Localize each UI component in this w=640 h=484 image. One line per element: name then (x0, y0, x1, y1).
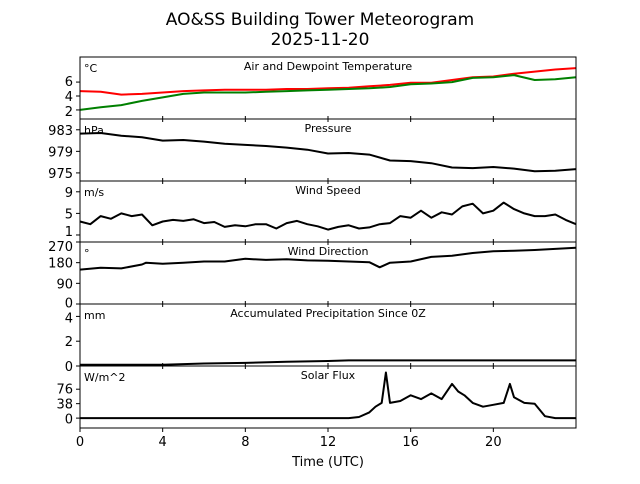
x-tick-label: 16 (402, 435, 419, 450)
x-tick-label: 0 (76, 435, 84, 450)
series-line-wind-direction (79, 246, 577, 271)
y-tick-label: 979 (48, 145, 73, 160)
chart-title-line2: 2025-11-20 (271, 30, 370, 50)
y-tick-label: 983 (48, 124, 73, 139)
y-tick-label: 4 (65, 90, 73, 105)
panel-3: 0 90 180 270 Wind Direction ° (48, 239, 577, 312)
x-tick-label: 8 (241, 435, 249, 450)
panel-4: 0 2 4 Accumulated Precipitation Since 0Z mm (65, 301, 577, 375)
panel-title: Wind Speed (295, 184, 361, 197)
panel-title: Accumulated Precipitation Since 0Z (230, 307, 426, 320)
y-tick-label: 2 (65, 105, 73, 120)
x-tick-label: 12 (320, 435, 337, 450)
x-tick-label: 20 (485, 435, 502, 450)
y-tick-label: 0 (65, 360, 73, 375)
panel-title: Solar Flux (301, 369, 356, 382)
panel-unit-label: mm (84, 309, 105, 322)
y-tick-label: 975 (48, 167, 73, 182)
x-axis-label: Time (UTC) (291, 455, 364, 470)
y-tick-label: 76 (56, 383, 73, 398)
y-tick-label: 90 (56, 277, 73, 292)
y-tick-label: 270 (48, 240, 73, 255)
y-tick-label: 4 (65, 312, 73, 327)
panel-unit-label: °C (84, 62, 98, 75)
y-tick-label: 1 (65, 225, 73, 240)
panel-unit-label: m/s (84, 186, 104, 199)
x-tick-label: 4 (159, 435, 167, 450)
y-tick-label: 0 (65, 413, 73, 428)
series-line-wind-speed (79, 201, 577, 231)
panel-title: Air and Dewpoint Temperature (244, 60, 412, 73)
panel-1: 975 979 983 Pressure hPa (48, 116, 577, 184)
panel-title: Pressure (305, 122, 352, 135)
y-tick-label: 9 (65, 186, 73, 201)
panel-unit-label: ° (84, 247, 90, 260)
panel-unit-label: W/m^2 (84, 371, 126, 384)
y-tick-label: 5 (65, 207, 73, 222)
y-tick-label: 2 (65, 335, 73, 350)
panel-2: 1 5 9 Wind Speed m/s (65, 178, 577, 245)
series-line-dewpoint (79, 74, 577, 111)
series-line-solar-flux (80, 371, 576, 420)
y-tick-label: 6 (65, 75, 73, 90)
chart-title-line1: AO&SS Building Tower Meteorogram (166, 10, 474, 30)
panel-title: Wind Direction (288, 245, 369, 258)
series-line-accumulated-precipitation (80, 359, 576, 366)
series-line-pressure (79, 132, 577, 173)
y-tick-label: 180 (48, 257, 73, 272)
y-tick-label: 38 (56, 398, 73, 413)
panel-0: 246 Air and Dewpoint Temperature °C (65, 56, 577, 122)
y-tick-label: 0 (65, 297, 73, 312)
panel-unit-label: hPa (84, 124, 104, 137)
